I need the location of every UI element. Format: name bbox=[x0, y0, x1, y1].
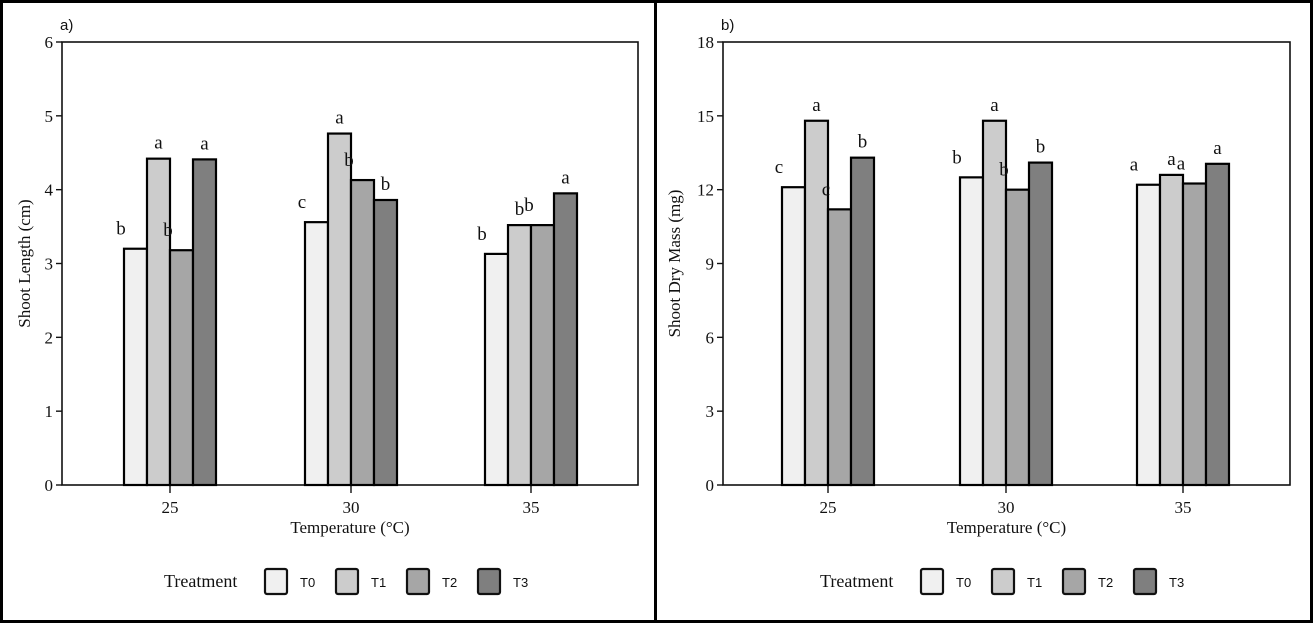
significance-letter: b bbox=[163, 220, 173, 241]
legend-title: Treatment bbox=[164, 571, 237, 591]
significance-letter: b bbox=[952, 147, 962, 168]
significance-letter: a bbox=[812, 95, 821, 116]
significance-letter: b bbox=[381, 174, 391, 195]
bar-t1-30 bbox=[326, 132, 353, 487]
significance-letter: a bbox=[1177, 154, 1186, 175]
y-tick-label: 9 bbox=[706, 255, 715, 274]
significance-letter: b bbox=[999, 160, 1009, 181]
bar-t2-30 bbox=[1004, 188, 1031, 487]
y-tick-label: 6 bbox=[45, 33, 54, 52]
bar-t3-30 bbox=[372, 198, 399, 487]
y-tick-label: 2 bbox=[45, 328, 54, 347]
significance-letter: a bbox=[154, 133, 163, 154]
legend-label-t2: T2 bbox=[442, 575, 457, 590]
bar-t2-25 bbox=[826, 208, 853, 487]
legend-swatch-t0 bbox=[263, 567, 289, 596]
legend-swatch-t3 bbox=[476, 567, 502, 596]
significance-letter: b bbox=[524, 195, 534, 216]
y-tick-label: 0 bbox=[45, 476, 54, 495]
legend-label-t0: T0 bbox=[300, 575, 315, 590]
significance-letter: b bbox=[515, 199, 525, 220]
legend-label-t0: T0 bbox=[956, 575, 971, 590]
legend-swatch-t2 bbox=[1061, 567, 1087, 596]
legend-label-t1: T1 bbox=[1027, 575, 1042, 590]
bar-t2-25 bbox=[168, 249, 195, 487]
bar-t2-30 bbox=[349, 178, 376, 487]
legend-label-t1: T1 bbox=[371, 575, 386, 590]
legend-swatch-t2 bbox=[405, 567, 431, 596]
significance-letter: b bbox=[477, 224, 487, 245]
bar-t1-25 bbox=[145, 157, 172, 487]
significance-letter: b bbox=[116, 219, 126, 240]
legend-label-t2: T2 bbox=[1098, 575, 1113, 590]
chart-panel-b: b) 0 3 6 9 12 15 18 Shoot Dry Mass (mg) 25 30 35 Tem… bbox=[665, 17, 1291, 596]
significance-letter: a bbox=[1213, 138, 1222, 159]
significance-letter: a bbox=[561, 167, 570, 188]
y-tick-label: 18 bbox=[697, 33, 714, 52]
panel-label: b) bbox=[721, 17, 734, 34]
significance-letter: a bbox=[1167, 149, 1176, 170]
x-tick-label: 25 bbox=[820, 498, 837, 517]
bar-t0-25 bbox=[122, 247, 149, 487]
significance-letter: b bbox=[858, 132, 868, 153]
bar-t2-35 bbox=[529, 224, 556, 487]
y-tick-label: 6 bbox=[706, 328, 715, 347]
bar-t1-35 bbox=[1158, 173, 1185, 487]
bar-t0-35 bbox=[1135, 183, 1162, 487]
y-tick-label: 4 bbox=[45, 181, 54, 200]
y-tick-label: 3 bbox=[706, 402, 715, 421]
significance-letter: a bbox=[200, 133, 209, 154]
y-tick-label: 15 bbox=[697, 107, 714, 126]
bar-t3-35 bbox=[552, 192, 579, 487]
significance-letter: c bbox=[298, 192, 306, 213]
panel-label: a) bbox=[60, 17, 73, 34]
significance-letter: a bbox=[1130, 155, 1139, 176]
x-tick-label: 35 bbox=[1175, 498, 1192, 517]
legend-label-t3: T3 bbox=[1169, 575, 1184, 590]
x-axis-label: Temperature (°C) bbox=[290, 518, 409, 537]
legend-swatch-t0 bbox=[919, 567, 945, 596]
x-tick-label: 25 bbox=[162, 498, 179, 517]
y-tick-label: 0 bbox=[706, 476, 715, 495]
bar-t0-35 bbox=[483, 252, 510, 487]
x-tick-label: 35 bbox=[523, 498, 540, 517]
bar-t0-30 bbox=[303, 221, 330, 487]
y-tick-label: 12 bbox=[697, 181, 714, 200]
x-tick-label: 30 bbox=[998, 498, 1015, 517]
bar-t1-25 bbox=[803, 119, 830, 487]
bar-t1-35 bbox=[506, 224, 533, 487]
bar-t3-25 bbox=[849, 156, 876, 487]
x-axis-label: Temperature (°C) bbox=[947, 518, 1066, 537]
bar-t2-35 bbox=[1181, 182, 1208, 487]
bar-t0-25 bbox=[780, 186, 807, 487]
significance-letter: a bbox=[990, 95, 999, 116]
panel-divider bbox=[654, 0, 657, 623]
y-axis-label: Shoot Dry Mass (mg) bbox=[665, 190, 684, 338]
y-tick-label: 5 bbox=[45, 107, 54, 126]
legend-swatch-t3 bbox=[1132, 567, 1158, 596]
bar-t3-35 bbox=[1204, 162, 1231, 487]
x-tick-label: 30 bbox=[343, 498, 360, 517]
legend-swatch-t1 bbox=[990, 567, 1016, 596]
significance-letter: b bbox=[344, 150, 354, 171]
bar-t0-30 bbox=[958, 176, 985, 487]
significance-letter: b bbox=[1036, 137, 1046, 158]
y-tick-label: 1 bbox=[45, 402, 54, 421]
y-tick-label: 3 bbox=[45, 255, 54, 274]
significance-letter: a bbox=[335, 108, 344, 129]
y-axis-label: Shoot Length (cm) bbox=[15, 199, 34, 327]
significance-letter: c bbox=[822, 179, 830, 200]
chart-panel-a: a) 0 1 2 3 4 5 6 Shoot Length (cm) 25 30 35 Temperat… bbox=[15, 17, 639, 596]
bar-t3-30 bbox=[1027, 161, 1054, 487]
significance-letter: c bbox=[775, 157, 783, 178]
legend-label-t3: T3 bbox=[513, 575, 528, 590]
legend-swatch-t1 bbox=[334, 567, 360, 596]
bar-t3-25 bbox=[191, 158, 218, 487]
legend-title: Treatment bbox=[820, 571, 893, 591]
